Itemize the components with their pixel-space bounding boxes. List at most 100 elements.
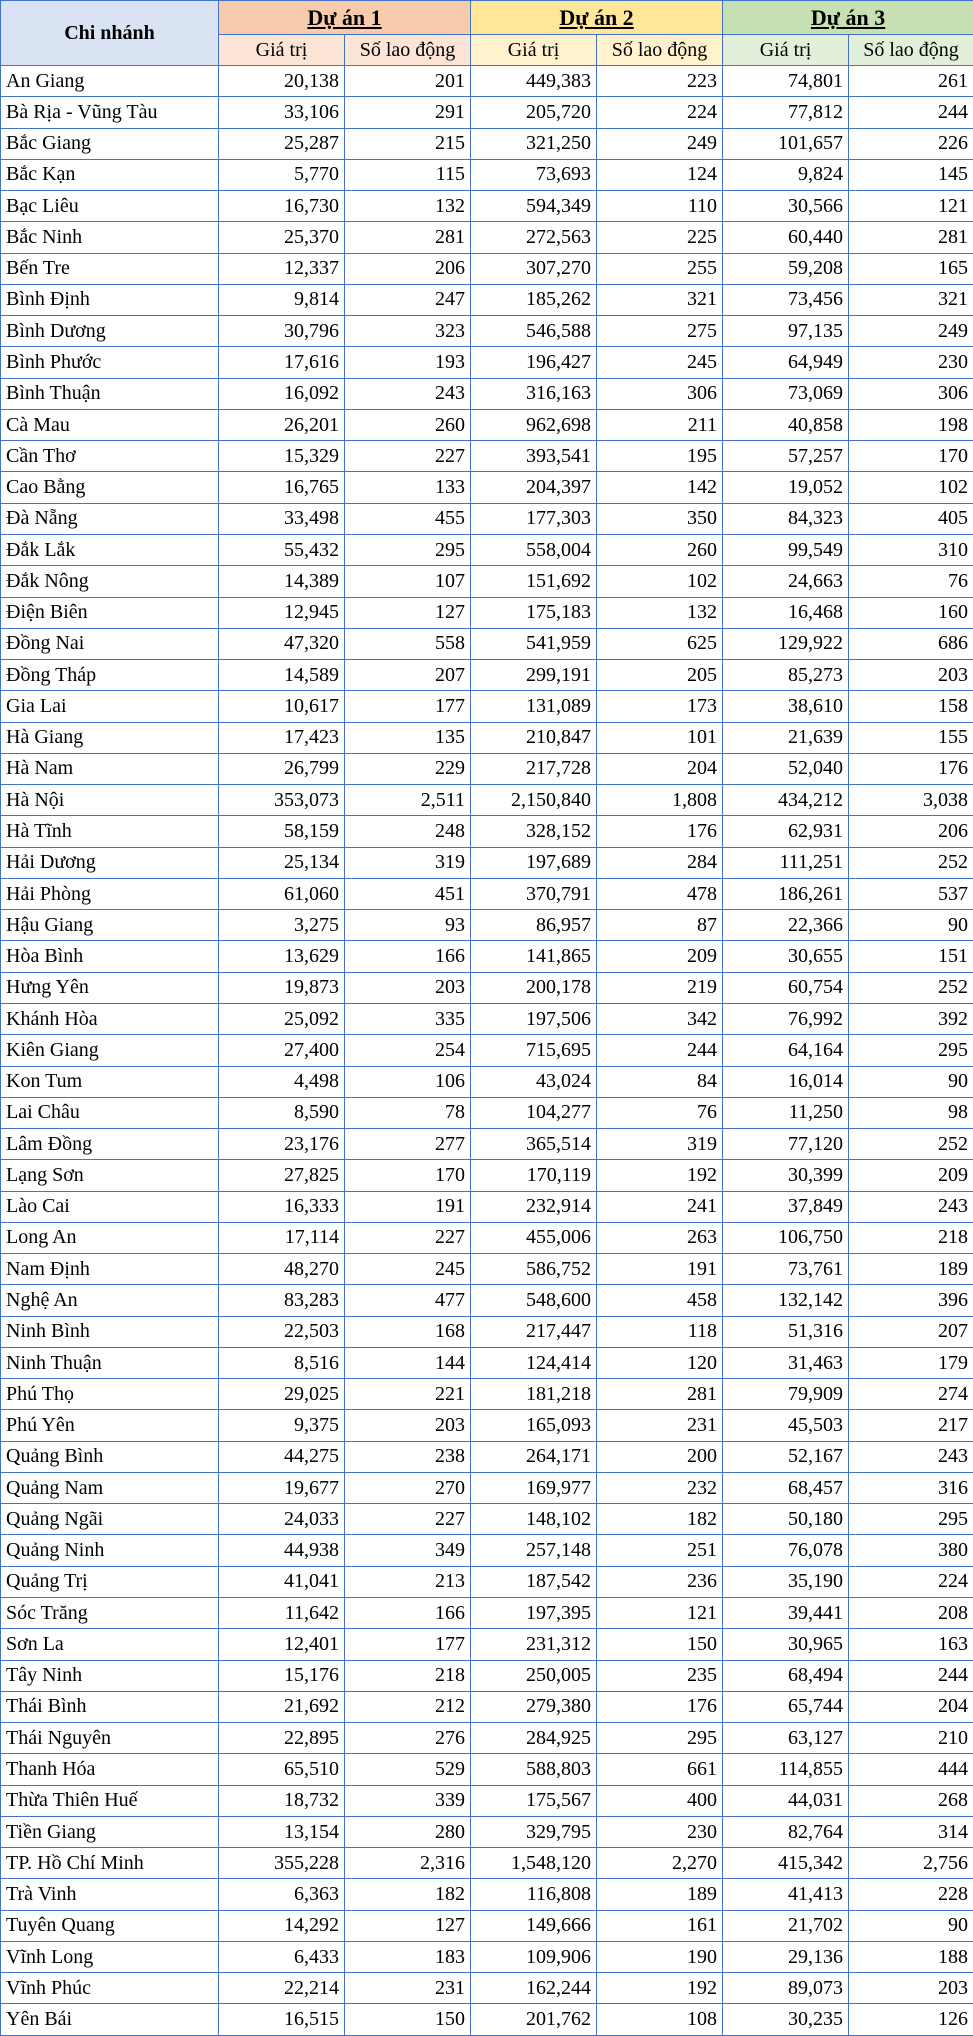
cell-value: 2,150,840: [470, 784, 598, 817]
cell-value: 149,666: [470, 1909, 598, 1942]
table-row: Quảng Nam 19,677 270 169,977 232 68,457 316: [0, 1471, 973, 1505]
cell-value: 16,765: [218, 471, 345, 504]
cell-value: 252: [848, 1128, 973, 1161]
cell-value: 365,514: [470, 1128, 598, 1161]
cell-value: 252: [848, 846, 973, 879]
cell-value: 40,858: [722, 408, 850, 442]
branch-name: Đồng Nai: [0, 627, 219, 661]
branch-name: Đà Nẵng: [0, 502, 219, 535]
cell-value: 190: [596, 1940, 724, 1974]
cell-value: 558,004: [470, 533, 598, 567]
branch-name: Nghệ An: [0, 1284, 219, 1317]
branch-name: Bà Rịa - Vũng Tàu: [0, 96, 219, 129]
cell-value: 245: [343, 1253, 472, 1286]
subheader: Số lao động: [848, 34, 973, 66]
table-row: Nghệ An 83,283 477 548,600 458 132,142 396: [0, 1284, 973, 1317]
cell-value: 9,814: [218, 283, 345, 317]
cell-value: 223: [596, 64, 724, 98]
cell-value: 8,590: [218, 1096, 345, 1130]
cell-value: 219: [596, 971, 724, 1004]
cell-value: 686: [848, 627, 973, 661]
branch-name: Tuyên Quang: [0, 1909, 219, 1942]
subheader-row: Giá trị Số lao động Giá trị Số lao động Giá …: [1, 34, 973, 66]
cell-value: 396: [848, 1284, 973, 1317]
cell-value: 661: [596, 1753, 724, 1786]
cell-value: 110: [596, 190, 724, 223]
cell-value: 263: [596, 1221, 724, 1255]
cell-value: 594,349: [470, 190, 598, 223]
table-row: Lạng Sơn 27,825 170 170,119 192 30,399 209: [0, 1159, 973, 1192]
cell-value: 169,977: [470, 1471, 598, 1505]
cell-value: 16,092: [218, 377, 345, 410]
branch-name: Bắc Kạn: [0, 158, 219, 192]
table-row: Vĩnh Phúc 22,214 231 162,244 192 89,073 203: [0, 1972, 973, 2005]
branch-name: Bạc Liêu: [0, 190, 219, 223]
table-body: An Giang 20,138 201 449,383 223 74,801 261 Bà R…: [0, 64, 973, 2036]
cell-value: 189: [848, 1253, 973, 1286]
cell-value: 165,093: [470, 1409, 598, 1442]
cell-value: 168: [343, 1315, 472, 1348]
cell-value: 291: [343, 96, 472, 129]
branch-name: Lào Cai: [0, 1190, 219, 1223]
cell-value: 226: [848, 127, 973, 160]
table-row: Bình Định 9,814 247 185,262 321 73,456 321: [0, 283, 973, 317]
table-row: Bình Thuận 16,092 243 316,163 306 73,069 306: [0, 377, 973, 410]
cell-value: 114,855: [722, 1753, 850, 1786]
cell-value: 45,503: [722, 1409, 850, 1442]
cell-value: 210,847: [470, 721, 598, 754]
table-row: Thái Nguyên 22,895 276 284,925 295 63,127 210: [0, 1722, 973, 1755]
cell-value: 198: [848, 408, 973, 442]
cell-value: 33,106: [218, 96, 345, 129]
branch-name: Phú Yên: [0, 1409, 219, 1442]
branch-name: Bình Dương: [0, 315, 219, 348]
cell-value: 29,136: [722, 1940, 850, 1974]
branch-name: Điện Biên: [0, 596, 219, 629]
cell-value: 65,744: [722, 1690, 850, 1724]
cell-value: 205,720: [470, 96, 598, 129]
branch-name: Lạng Sơn: [0, 1159, 219, 1192]
branch-name: Sơn La: [0, 1628, 219, 1661]
table-row: Kon Tum 4,498 106 43,024 84 16,014 90: [0, 1065, 973, 1098]
cell-value: 17,616: [218, 346, 345, 379]
cell-value: 299,191: [470, 659, 598, 692]
cell-value: 11,250: [722, 1096, 850, 1130]
branch-name: Kiên Giang: [0, 1034, 219, 1067]
cell-value: 19,677: [218, 1471, 345, 1505]
branch-name: Bắc Giang: [0, 127, 219, 160]
cell-value: 141,865: [470, 940, 598, 973]
cell-value: 175,567: [470, 1784, 598, 1817]
table-row: Đắk Nông 14,389 107 151,692 102 24,663 76: [0, 565, 973, 598]
cell-value: 68,457: [722, 1471, 850, 1505]
cell-value: 21,692: [218, 1690, 345, 1724]
cell-value: 15,176: [218, 1659, 345, 1692]
cell-value: 188: [848, 1940, 973, 1974]
cell-value: 19,873: [218, 971, 345, 1004]
cell-value: 120: [596, 1346, 724, 1380]
cell-value: 79,909: [722, 1378, 850, 1411]
table-row: Phú Thọ 29,025 221 181,218 281 79,909 274: [0, 1378, 973, 1411]
cell-value: 179: [848, 1346, 973, 1380]
branch-name: Ninh Bình: [0, 1315, 219, 1348]
branch-name: Vĩnh Phúc: [0, 1972, 219, 2005]
cell-value: 230: [848, 346, 973, 379]
cell-value: 26,799: [218, 752, 345, 786]
cell-value: 217,447: [470, 1315, 598, 1348]
cell-value: 60,440: [722, 221, 850, 254]
cell-value: 319: [343, 846, 472, 879]
cell-value: 217,728: [470, 752, 598, 786]
branch-name: Bình Định: [0, 283, 219, 317]
cell-value: 25,370: [218, 221, 345, 254]
branch-name: Thái Nguyên: [0, 1722, 219, 1755]
cell-value: 230: [596, 1815, 724, 1849]
table-row: Đắk Lắk 55,432 295 558,004 260 99,549 310: [0, 533, 973, 567]
cell-value: 104,277: [470, 1096, 598, 1130]
cell-value: 176: [848, 752, 973, 786]
table-row: Bắc Giang 25,287 215 321,250 249 101,657 226: [0, 127, 973, 160]
table-row: Quảng Trị 41,041 213 187,542 236 35,190 224: [0, 1565, 973, 1599]
branch-name: Tây Ninh: [0, 1659, 219, 1692]
cell-value: 238: [343, 1440, 472, 1473]
cell-value: 231: [343, 1972, 472, 2005]
cell-value: 272,563: [470, 221, 598, 254]
cell-value: 548,600: [470, 1284, 598, 1317]
cell-value: 38,610: [722, 690, 850, 723]
